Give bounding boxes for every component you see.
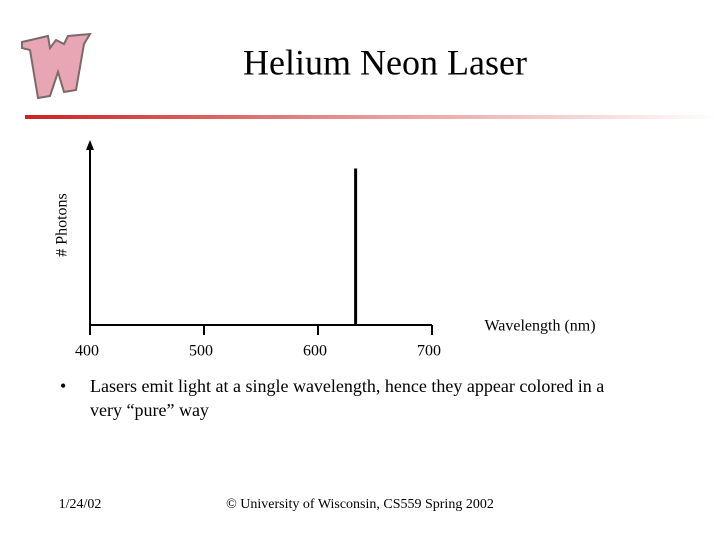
bullet-line: Lasers emit light at a single wavelength… bbox=[90, 376, 604, 396]
footer-date: 1/24/02 bbox=[59, 497, 102, 512]
bullet-dot: • bbox=[60, 376, 66, 396]
x-tick-label: 500 bbox=[189, 343, 213, 360]
x-tick-label: 400 bbox=[75, 343, 99, 360]
x-tick-label: 700 bbox=[417, 343, 441, 360]
logo bbox=[21, 32, 92, 100]
y-axis-label: # Photons bbox=[54, 193, 71, 257]
bullet-line: very “pure” way bbox=[90, 400, 209, 420]
slide-title: Helium Neon Laser bbox=[243, 42, 527, 82]
title-rule bbox=[25, 115, 720, 119]
x-axis-label: Wavelength (nm) bbox=[484, 318, 595, 335]
footer-credit: © University of Wisconsin, CS559 Spring … bbox=[226, 497, 494, 512]
y-axis-arrow bbox=[86, 140, 94, 150]
x-tick-label: 600 bbox=[303, 343, 327, 360]
